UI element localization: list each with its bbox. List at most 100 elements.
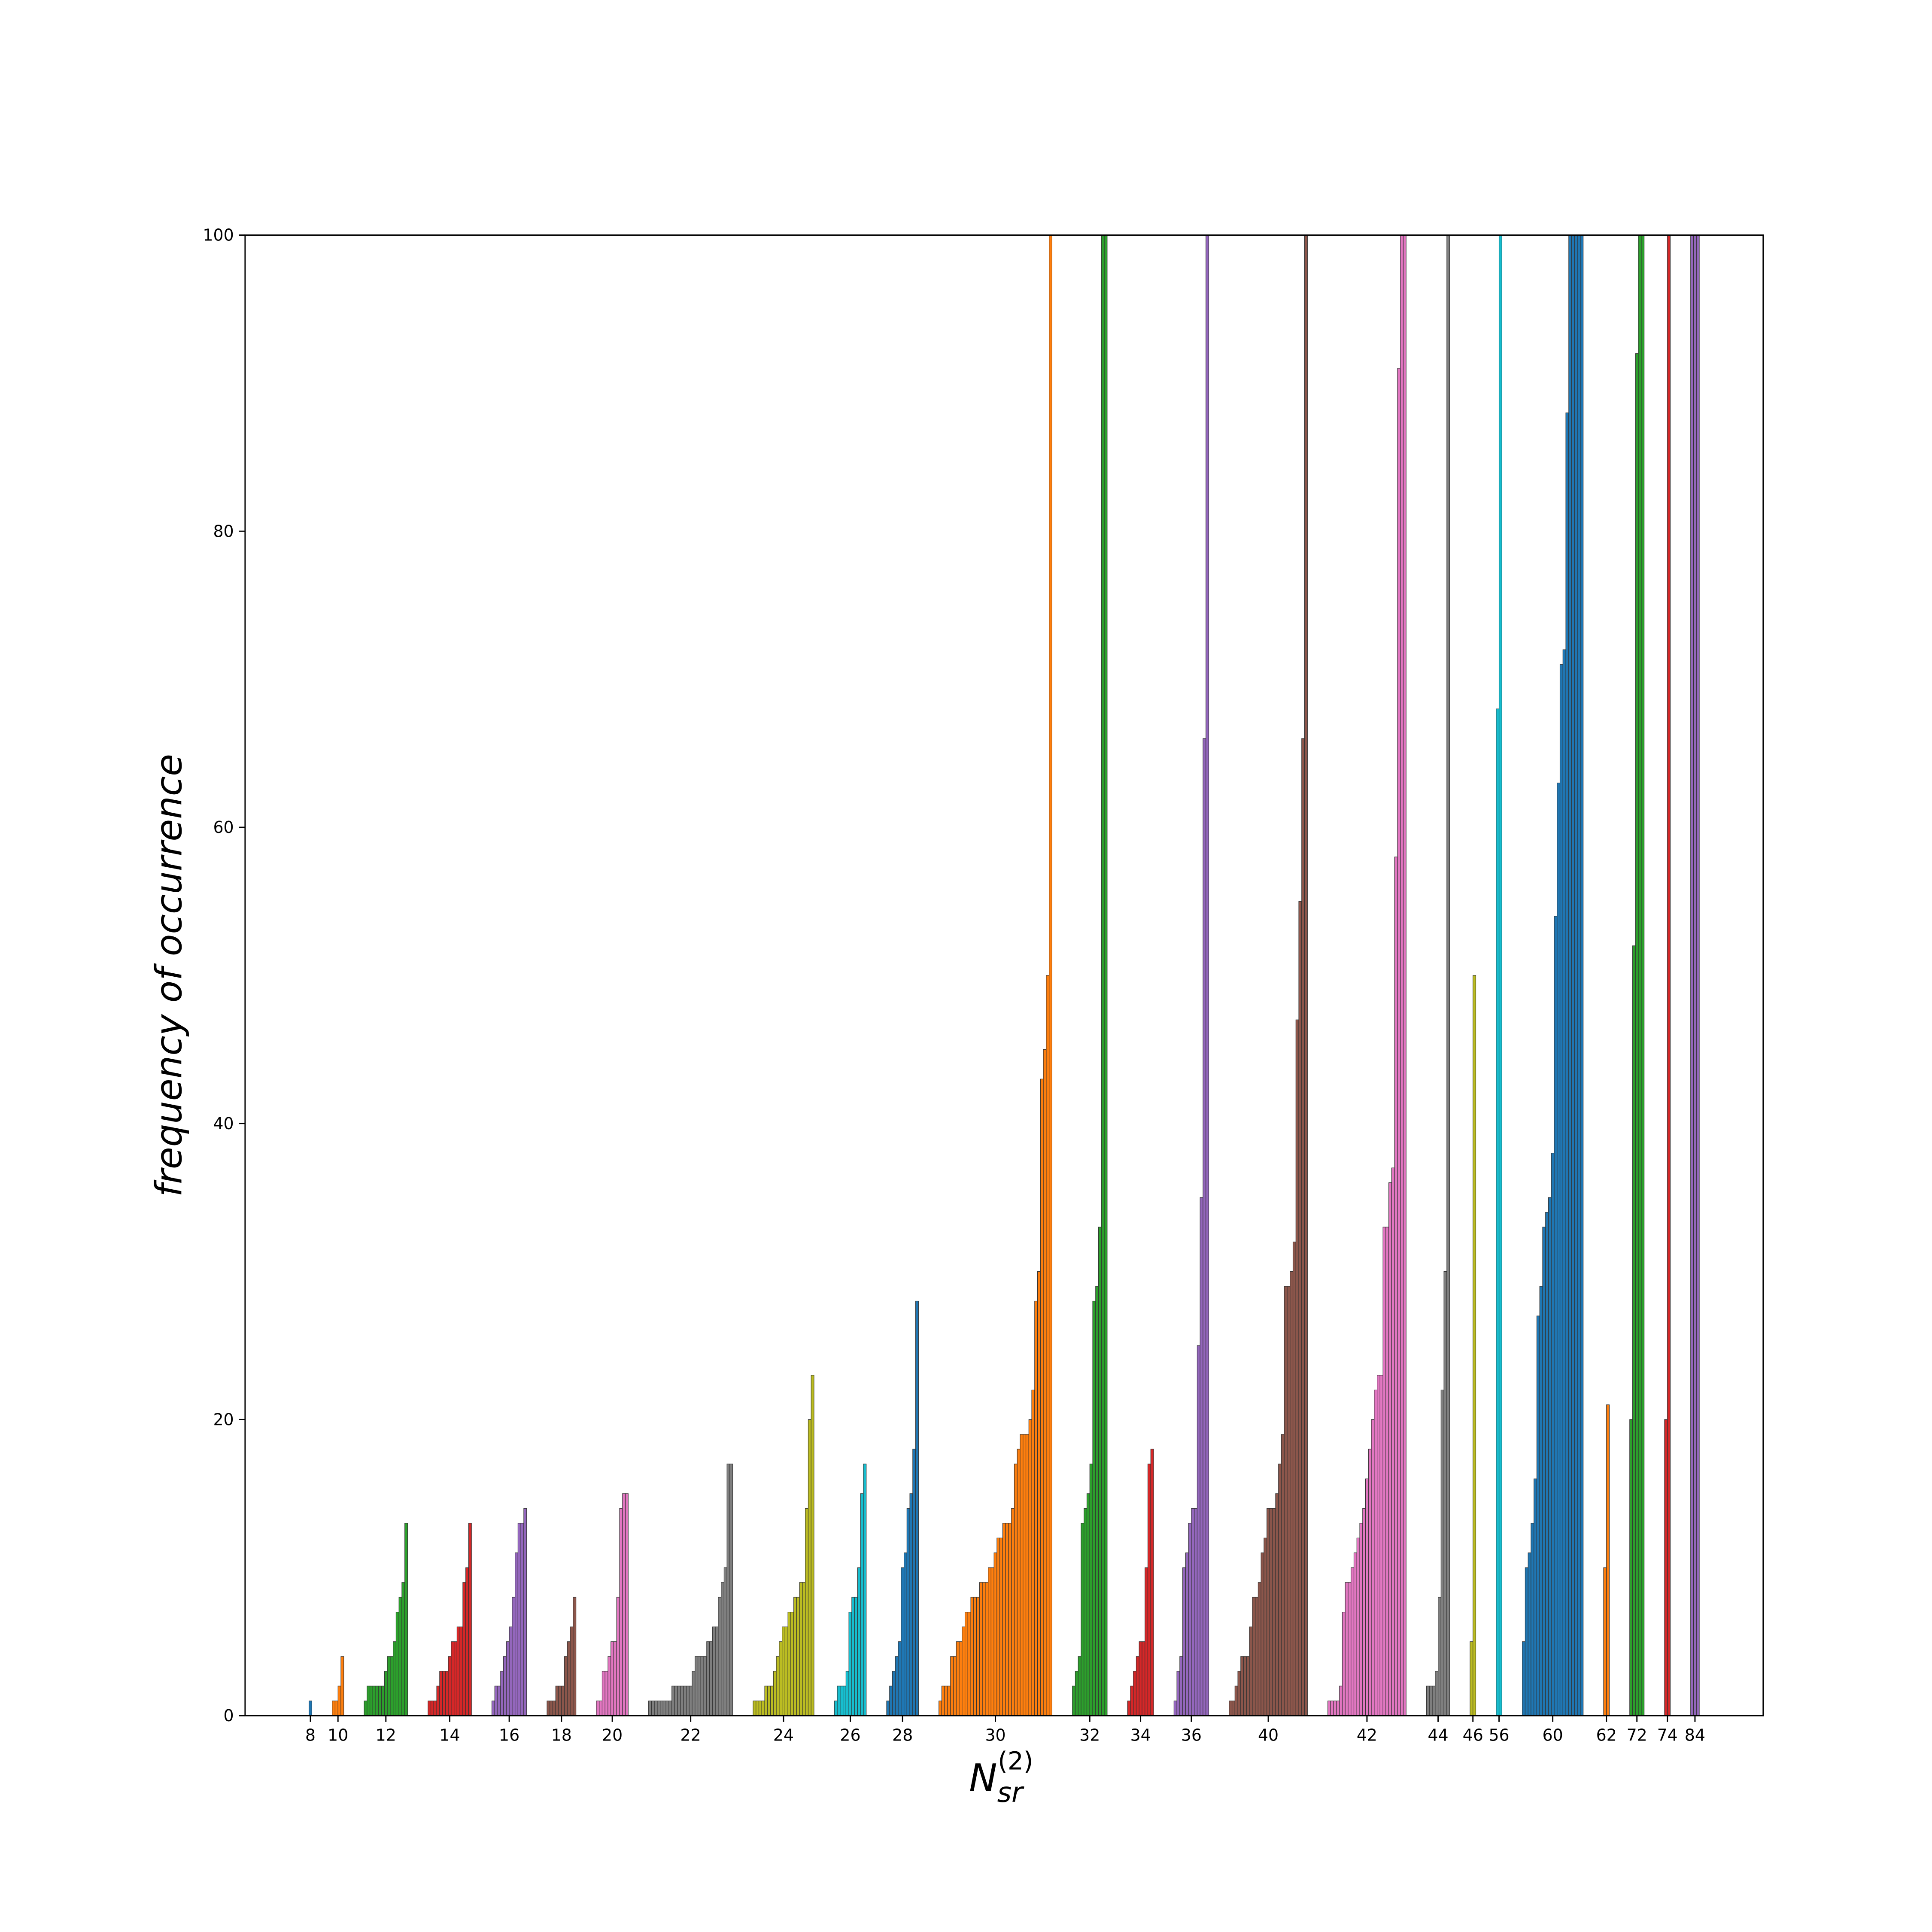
bar — [886, 1701, 890, 1716]
bar — [1632, 945, 1636, 1716]
y-tick-label: 80 — [213, 522, 234, 541]
bar — [808, 1419, 811, 1716]
bar — [811, 1375, 814, 1716]
bar — [1403, 235, 1406, 1716]
bar — [764, 1686, 768, 1716]
bar — [1528, 1552, 1531, 1716]
bar — [953, 1656, 957, 1716]
bar — [996, 1537, 1000, 1716]
bar — [1635, 353, 1639, 1716]
bar — [1023, 1434, 1027, 1716]
x-tick-label: 12 — [376, 1725, 396, 1744]
x-label-sup: (2) — [998, 1746, 1033, 1775]
bar — [517, 1523, 521, 1716]
bar — [1150, 1449, 1154, 1716]
bar — [671, 1686, 675, 1716]
bar — [459, 1626, 463, 1716]
bar — [770, 1686, 774, 1716]
bar — [1261, 1552, 1264, 1716]
bar — [1272, 1508, 1276, 1716]
y-tick-label: 40 — [213, 1114, 234, 1133]
bar — [892, 1671, 896, 1716]
bar — [1693, 235, 1697, 1716]
bar — [1525, 1567, 1528, 1716]
bar — [1008, 1523, 1012, 1716]
bar — [648, 1701, 652, 1716]
bar — [1446, 235, 1450, 1716]
bar — [1440, 1389, 1444, 1716]
bar — [721, 1582, 724, 1716]
bar — [686, 1686, 690, 1716]
bar — [988, 1567, 991, 1716]
bar — [692, 1671, 696, 1716]
bar — [796, 1597, 800, 1716]
bar — [367, 1686, 371, 1716]
bar — [1333, 1701, 1337, 1716]
bar — [1638, 235, 1642, 1716]
bar — [601, 1671, 605, 1716]
bar — [619, 1508, 623, 1716]
bar — [372, 1686, 376, 1716]
bar — [901, 1567, 905, 1716]
bar — [854, 1597, 858, 1716]
bar — [1130, 1686, 1134, 1716]
bar — [665, 1701, 669, 1716]
bar — [1696, 235, 1700, 1716]
x-tick-label: 62 — [1596, 1725, 1617, 1744]
bar — [370, 1686, 373, 1716]
bar — [723, 1567, 727, 1716]
bar — [982, 1582, 986, 1716]
x-tick-label: 8 — [305, 1725, 316, 1744]
bar — [1098, 1227, 1102, 1716]
bar — [1437, 1597, 1441, 1716]
bar — [497, 1686, 501, 1716]
bar — [805, 1508, 809, 1716]
bar — [1606, 1404, 1610, 1716]
bar — [1017, 1449, 1021, 1716]
bar — [404, 1523, 408, 1716]
bar — [1382, 1227, 1386, 1716]
bar — [959, 1641, 963, 1716]
bar — [503, 1656, 507, 1716]
bar — [395, 1612, 399, 1716]
bar — [1551, 1153, 1555, 1716]
bar — [962, 1626, 966, 1716]
bar — [465, 1567, 469, 1716]
x-tick-label: 20 — [602, 1725, 623, 1744]
x-tick-label: 22 — [680, 1725, 701, 1744]
bar — [523, 1508, 527, 1716]
bar — [613, 1641, 617, 1716]
x-tick-label: 46 — [1463, 1725, 1483, 1744]
bar — [1690, 235, 1694, 1716]
x-label-base: N — [969, 1756, 997, 1800]
bar — [1037, 1271, 1041, 1716]
bar — [657, 1701, 661, 1716]
bar — [616, 1597, 620, 1716]
bar — [1534, 1478, 1537, 1716]
bar — [660, 1701, 664, 1716]
bar — [1342, 1612, 1346, 1716]
bar — [1629, 1419, 1633, 1716]
bar — [1353, 1552, 1357, 1716]
bar — [430, 1701, 434, 1716]
bar — [381, 1686, 385, 1716]
bar — [1432, 1686, 1436, 1716]
bar — [1362, 1508, 1366, 1716]
bar — [1426, 1686, 1430, 1716]
bar — [1255, 1597, 1258, 1716]
bar — [1246, 1656, 1250, 1716]
bar — [1580, 235, 1584, 1716]
bar — [625, 1493, 629, 1716]
x-tick-label: 60 — [1543, 1725, 1563, 1744]
bar — [605, 1671, 608, 1716]
bar — [718, 1597, 722, 1716]
bar — [662, 1701, 666, 1716]
bar — [1031, 1389, 1035, 1716]
bar — [909, 1493, 913, 1716]
bar — [857, 1567, 861, 1716]
bar — [680, 1686, 684, 1716]
bar — [1574, 235, 1578, 1716]
bar — [309, 1701, 312, 1716]
bar — [547, 1701, 550, 1716]
bar — [1351, 1567, 1355, 1716]
